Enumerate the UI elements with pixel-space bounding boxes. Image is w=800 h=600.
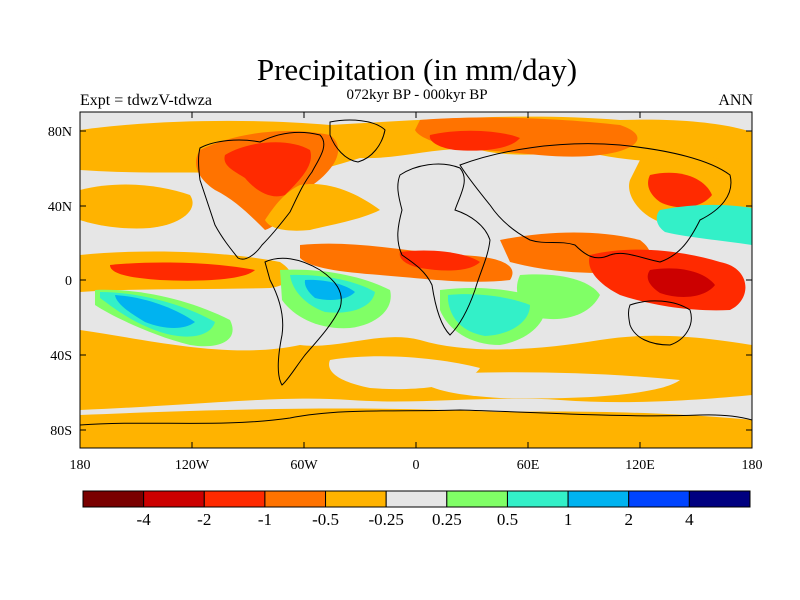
north-pacific-dry [80,184,193,229]
colorbar-label: 1 [564,510,573,529]
east-asia-wet [656,204,752,245]
southern-ocean-dry [80,408,752,448]
x-tick-label: 60W [290,458,318,473]
x-tick-label: 60E [517,458,540,473]
colorbar-swatch [82,490,145,508]
y-tick-label: 40N [48,200,72,215]
colorbar-swatch [628,490,690,508]
precip-anomaly-field [80,112,752,448]
colorbar-swatch [688,490,751,508]
colorbar-swatch [446,490,508,508]
colorbar-label: 4 [685,510,694,529]
colorbar: -4 -2 -1 -0.5 -0.25 0.25 0.5 1 2 4 [82,490,751,529]
asia-coast [459,143,732,263]
north-atlantic-dry [265,184,380,231]
y-axis [80,130,752,431]
colorbar-label: -0.25 [368,510,403,529]
y-tick-label: 40S [50,349,72,364]
pacific-itcz-core-dry [110,262,255,281]
south-pacific-wet-core [115,295,195,328]
x-tick-label: 120E [625,458,655,473]
australia-coast [628,300,692,346]
east-asia-core-dry [648,172,712,208]
siberia-core-dry [429,130,520,151]
x-tick-label: 120W [175,458,210,473]
greenland-coast [329,119,386,163]
south-america-coast [264,257,342,386]
colorbar-label: 0.25 [432,510,462,529]
colorbar-label: -2 [197,510,211,529]
x-axis [191,112,641,448]
africa-south-wet [448,294,530,336]
x-tick-label: 0 [413,458,420,473]
colorbar-swatch [325,490,387,508]
colorbar-swatch [143,490,205,508]
x-tick-label: 180 [70,458,91,473]
south-pacific-neutral [420,372,680,399]
colorbar-label: 0.5 [497,510,518,529]
y-tick-label: 80S [50,424,72,439]
north-america-coast [198,131,325,260]
maritime-continent-core-dry [647,268,715,297]
colorbar-label: -0.5 [312,510,339,529]
colorbar-swatch [567,490,630,508]
colorbar-swatch [264,490,327,508]
antarctica-coast [80,409,752,426]
y-tick-label: 0 [65,274,72,289]
colorbar-swatch [385,490,448,508]
north-america-core-dry [224,142,311,197]
colorbar-swatch [203,490,266,508]
colorbar-label: -1 [258,510,272,529]
europe-africa-coast [397,163,491,336]
y-tick-label: 80N [48,125,72,140]
plot-title: Precipitation (in mm/day) [256,52,578,87]
time-range-label: 072kyr BP - 000kyr BP [346,87,488,103]
x-tick-label: 180 [742,458,763,473]
colorbar-label: -4 [137,510,152,529]
season-label: ANN [718,92,753,109]
africa-core-dry [399,250,480,271]
colorbar-label: 2 [624,510,633,529]
coastlines [80,119,752,426]
experiment-label: Expt = tdwzV-tdwza [80,92,212,109]
south-america-wet-core [304,279,355,300]
colorbar-swatch [506,490,569,508]
